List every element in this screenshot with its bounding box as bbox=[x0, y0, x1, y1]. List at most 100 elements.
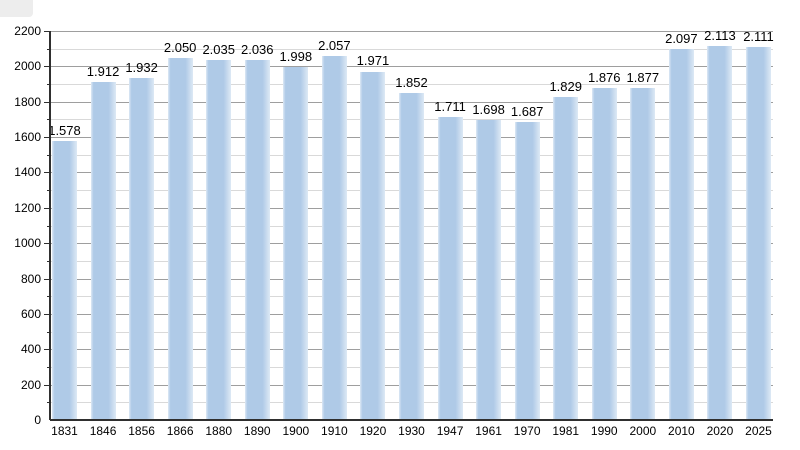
y-axis-tick-major bbox=[44, 172, 50, 174]
x-axis-tick-label: 1856 bbox=[128, 424, 155, 438]
y-axis-tick-major bbox=[44, 137, 50, 139]
x-axis-tick-label: 1900 bbox=[282, 424, 310, 438]
x-axis-tick-label: 1880 bbox=[205, 424, 233, 438]
bar-1846 bbox=[90, 81, 116, 420]
y-axis-tick-label: 1800 bbox=[14, 94, 41, 109]
x-axis-tick-label: 1970 bbox=[513, 424, 541, 438]
y-axis-tick-label: 400 bbox=[20, 342, 41, 357]
y-axis-tick-label: 600 bbox=[20, 306, 41, 321]
y-axis-tick-minor bbox=[47, 366, 50, 368]
y-axis-tick-minor bbox=[47, 225, 50, 227]
bar-value-label: 1.829 bbox=[549, 78, 582, 94]
y-axis-tick-label: 1400 bbox=[14, 165, 41, 180]
y-axis-line bbox=[49, 31, 51, 420]
y-axis-tick-major bbox=[44, 31, 50, 32]
x-axis-tick-label: 2010 bbox=[668, 424, 695, 438]
x-axis-tick-label: 1866 bbox=[166, 424, 194, 438]
bar-1910 bbox=[321, 56, 347, 420]
gridline-major bbox=[50, 31, 773, 32]
x-axis-tick-label: 1930 bbox=[398, 424, 425, 438]
bar-value-label: 1.852 bbox=[395, 74, 428, 90]
y-axis-tick-major bbox=[44, 66, 50, 68]
bar-2020 bbox=[707, 46, 733, 420]
y-axis-tick-minor bbox=[47, 84, 50, 86]
bar-value-label: 1.971 bbox=[356, 53, 390, 69]
bar-1961 bbox=[476, 119, 502, 420]
x-axis-tick-label: 1990 bbox=[590, 424, 618, 438]
bar-value-label: 2.035 bbox=[202, 42, 235, 58]
gridline-major bbox=[50, 66, 773, 68]
y-axis-tick-label: 800 bbox=[20, 271, 41, 286]
bar-1900 bbox=[283, 66, 309, 420]
y-axis-tick-minor bbox=[47, 154, 50, 156]
bar-2000 bbox=[630, 88, 656, 420]
y-axis-tick-minor bbox=[47, 190, 50, 192]
y-axis-tick-major bbox=[44, 384, 50, 386]
bar-1930 bbox=[399, 92, 424, 420]
bar-value-label: 1.998 bbox=[279, 48, 313, 64]
bar-1866 bbox=[167, 57, 193, 420]
y-axis-tick-major bbox=[44, 278, 50, 280]
bar-value-label: 1.932 bbox=[125, 60, 158, 76]
x-axis-line bbox=[50, 419, 773, 421]
bar-2025 bbox=[746, 46, 771, 420]
corner-artifact bbox=[0, 0, 33, 17]
y-axis-tick-minor bbox=[47, 331, 50, 333]
y-axis-tick-minor bbox=[47, 402, 50, 404]
bar-value-label: 2.050 bbox=[163, 39, 197, 55]
y-axis-tick-label: 1000 bbox=[14, 236, 41, 251]
bar-value-label: 2.057 bbox=[318, 38, 351, 54]
y-axis-tick-minor bbox=[47, 48, 50, 50]
bar-value-label: 2.111 bbox=[743, 28, 774, 44]
gridline-minor bbox=[50, 48, 773, 50]
y-axis-tick-label: 200 bbox=[20, 377, 41, 392]
y-axis-tick-major bbox=[44, 101, 50, 103]
bar-value-label: 2.097 bbox=[665, 31, 698, 47]
y-axis-tick-label: 1600 bbox=[14, 130, 41, 145]
x-axis-tick-label: 1961 bbox=[475, 424, 502, 438]
bar-1990 bbox=[591, 88, 617, 420]
y-axis-tick-label: 1200 bbox=[14, 200, 41, 215]
bar-1831 bbox=[52, 140, 77, 420]
bar-value-label: 1.698 bbox=[472, 101, 505, 117]
x-axis-tick-label: 1831 bbox=[51, 424, 78, 438]
bar-value-label: 1.876 bbox=[587, 70, 621, 86]
bar-value-label: 2.036 bbox=[240, 41, 274, 57]
x-axis-tick-label: 2020 bbox=[706, 424, 734, 438]
x-axis-tick-label: 1910 bbox=[321, 424, 348, 438]
y-axis-tick-major bbox=[44, 313, 50, 315]
x-axis-tick-label: 2000 bbox=[629, 424, 657, 438]
x-axis-tick-label: 1947 bbox=[436, 424, 464, 438]
x-axis-tick-label: 2025 bbox=[745, 424, 772, 438]
y-axis-tick-label: 2200 bbox=[14, 24, 41, 38]
bar-1890 bbox=[244, 60, 270, 420]
y-axis-tick-label: 2000 bbox=[14, 59, 41, 74]
bar-value-label: 1.687 bbox=[510, 103, 544, 119]
bar-value-label: 1.877 bbox=[626, 70, 660, 86]
bar-1947 bbox=[437, 117, 463, 420]
y-axis-tick-major bbox=[44, 349, 50, 351]
bar-1920 bbox=[360, 71, 386, 420]
y-axis-tick-major bbox=[44, 243, 50, 245]
gridline-minor bbox=[50, 84, 773, 86]
x-axis-tick-label: 1920 bbox=[359, 424, 387, 438]
bar-value-label: 1.711 bbox=[434, 99, 466, 115]
bar-1970 bbox=[514, 121, 540, 420]
x-axis-tick-label: 1890 bbox=[243, 424, 271, 438]
x-axis-tick-label: 1981 bbox=[552, 424, 580, 438]
bar-2010 bbox=[668, 49, 694, 420]
bar-1880 bbox=[206, 60, 232, 420]
bar-value-label: 1.912 bbox=[86, 63, 120, 79]
bar-value-label: 1.578 bbox=[48, 122, 81, 138]
x-axis-tick-label: 1846 bbox=[89, 424, 117, 438]
y-axis-tick-minor bbox=[47, 296, 50, 298]
y-axis-tick-label: 0 bbox=[34, 413, 41, 427]
bar-1856 bbox=[129, 78, 155, 420]
y-axis-tick-minor bbox=[47, 260, 50, 262]
y-axis-tick-major bbox=[44, 207, 50, 209]
bar-value-label: 2.113 bbox=[704, 28, 736, 44]
bar-1981 bbox=[553, 96, 579, 420]
y-axis-tick-minor bbox=[47, 119, 50, 121]
